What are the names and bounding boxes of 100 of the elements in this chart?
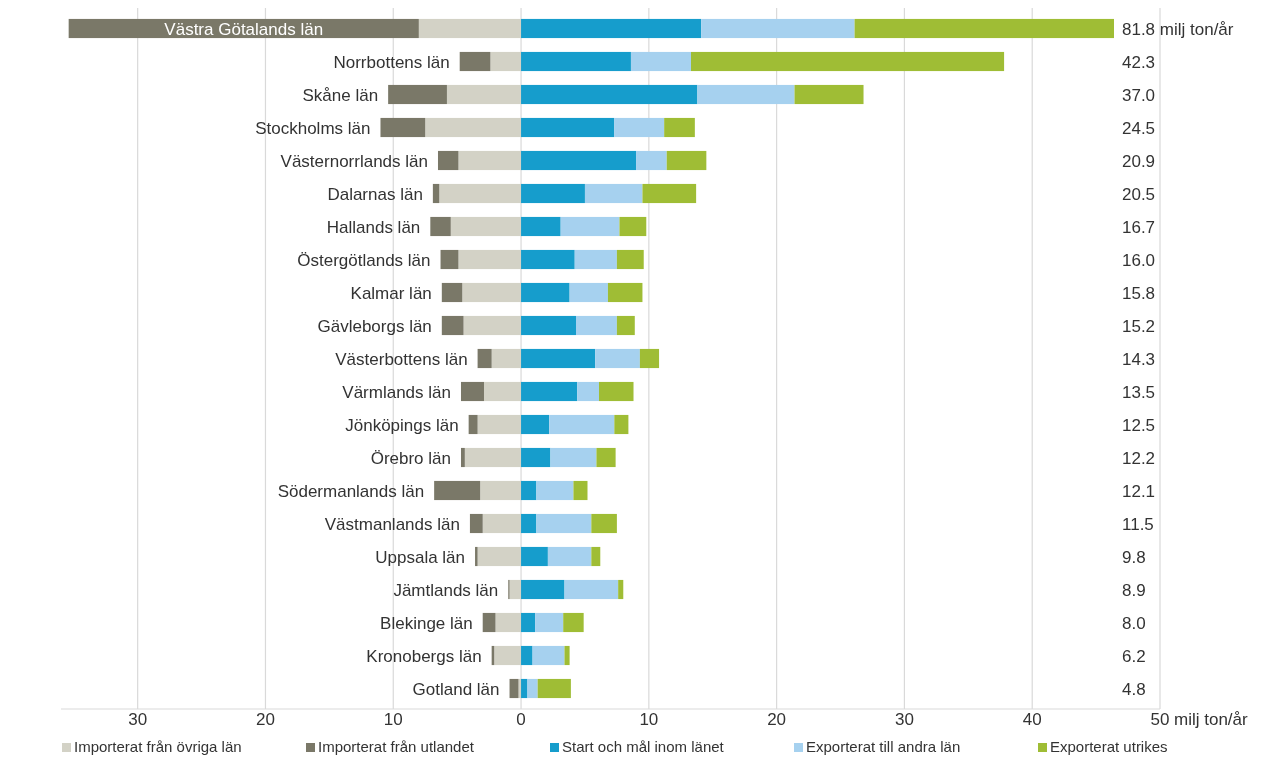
- bar: [518, 678, 522, 699]
- y-tick-label: Uppsala län: [375, 547, 466, 567]
- bar: [697, 84, 795, 105]
- bar: [483, 381, 522, 402]
- bar: [666, 150, 707, 171]
- x-tick-label: 50: [1150, 710, 1170, 729]
- bar: [563, 612, 584, 633]
- bar: [521, 513, 537, 534]
- annotation: 6.2: [1122, 646, 1146, 666]
- annotation: 24.5: [1122, 118, 1156, 138]
- bar: [536, 513, 592, 534]
- bar: [441, 315, 464, 336]
- bar: [691, 51, 1005, 72]
- bar: [441, 282, 463, 303]
- annotation: 14.3: [1122, 349, 1156, 369]
- x-tick-label: 20: [767, 710, 787, 729]
- bar: [495, 612, 522, 633]
- bar: [595, 348, 640, 369]
- x-tick-label: 10: [383, 710, 403, 729]
- bar: [521, 84, 698, 105]
- bar: [475, 546, 478, 567]
- bar: [521, 414, 550, 435]
- bar: [521, 18, 702, 39]
- annotation: 12.2: [1122, 448, 1156, 468]
- y-tick-label: Stockholms län: [255, 118, 371, 138]
- bar: [521, 348, 596, 369]
- bar: [576, 315, 617, 336]
- x-tick-label: 40: [1022, 710, 1042, 729]
- x-tick-label: 30: [128, 710, 148, 729]
- annotation: 11.5: [1122, 514, 1154, 534]
- bar: [639, 348, 660, 369]
- bar: [462, 282, 522, 303]
- bar: [630, 51, 692, 72]
- bar: [642, 183, 697, 204]
- bar: [549, 414, 615, 435]
- bar: [521, 612, 536, 633]
- annotation: 12.5: [1122, 415, 1156, 435]
- annotation: 9.8: [1122, 547, 1146, 567]
- legend-label: Importerat från utlandet: [318, 738, 475, 755]
- bar: [491, 348, 522, 369]
- bar: [459, 51, 491, 72]
- y-tick-label: Västernorrlands län: [280, 151, 428, 171]
- bar: [509, 579, 522, 600]
- annotation: 20.9: [1122, 151, 1156, 171]
- bar: [614, 117, 665, 138]
- x-axis-title: milj ton/år: [1174, 710, 1249, 729]
- bar: [521, 381, 578, 402]
- bar: [569, 282, 608, 303]
- bar: [536, 480, 574, 501]
- bar: [437, 150, 459, 171]
- bar: [521, 51, 631, 72]
- annotation: 13.5: [1122, 382, 1156, 402]
- legend-label: Importerat från övriga län: [74, 738, 242, 755]
- y-tick-label: Södermanlands län: [277, 481, 425, 501]
- bar: [521, 480, 537, 501]
- bar: [574, 249, 617, 270]
- bar: [439, 183, 522, 204]
- bar: [450, 216, 522, 237]
- bar: [521, 150, 637, 171]
- y-tick-label: Jämtlands län: [393, 580, 499, 600]
- bar: [618, 579, 624, 600]
- y-tick-label: Västerbottens län: [335, 349, 468, 369]
- bar: [480, 480, 522, 501]
- bar: [477, 414, 522, 435]
- bar: [664, 117, 695, 138]
- y-tick-label: Västmanlands län: [324, 514, 460, 534]
- y-tick-label: Kalmar län: [350, 283, 432, 303]
- legend-label: Exporterat till andra län: [806, 738, 961, 755]
- bar: [535, 612, 564, 633]
- bar: [460, 447, 465, 468]
- y-tick-label: Hallands län: [326, 217, 421, 237]
- bar: [591, 546, 601, 567]
- bar: [527, 678, 538, 699]
- bar: [573, 480, 588, 501]
- x-tick-label: 10: [639, 710, 659, 729]
- annotation: 8.9: [1122, 580, 1146, 600]
- bar: [636, 150, 667, 171]
- bar: [596, 447, 616, 468]
- bar: [482, 612, 496, 633]
- bar: [584, 183, 643, 204]
- bar: [521, 117, 615, 138]
- y-tick-label: Västra Götalands län: [164, 19, 324, 39]
- legend-label: Exporterat utrikes: [1050, 738, 1168, 755]
- annotation: 42.3: [1122, 52, 1156, 72]
- annotation: 12.1: [1122, 481, 1156, 501]
- annotation: 16.7: [1122, 217, 1156, 237]
- bar: [521, 282, 570, 303]
- y-tick-label: Gävleborgs län: [317, 316, 432, 336]
- bar: [477, 348, 492, 369]
- annotation: 37.0: [1122, 85, 1156, 105]
- bar: [547, 546, 592, 567]
- bar: [532, 645, 565, 666]
- bar: [440, 249, 459, 270]
- y-tick-label: Värmlands län: [342, 382, 451, 402]
- bar: [599, 381, 634, 402]
- bar: [458, 150, 522, 171]
- bar: [607, 282, 643, 303]
- annotation: 8.0: [1122, 613, 1146, 633]
- bar: [458, 249, 522, 270]
- bar: [388, 84, 447, 105]
